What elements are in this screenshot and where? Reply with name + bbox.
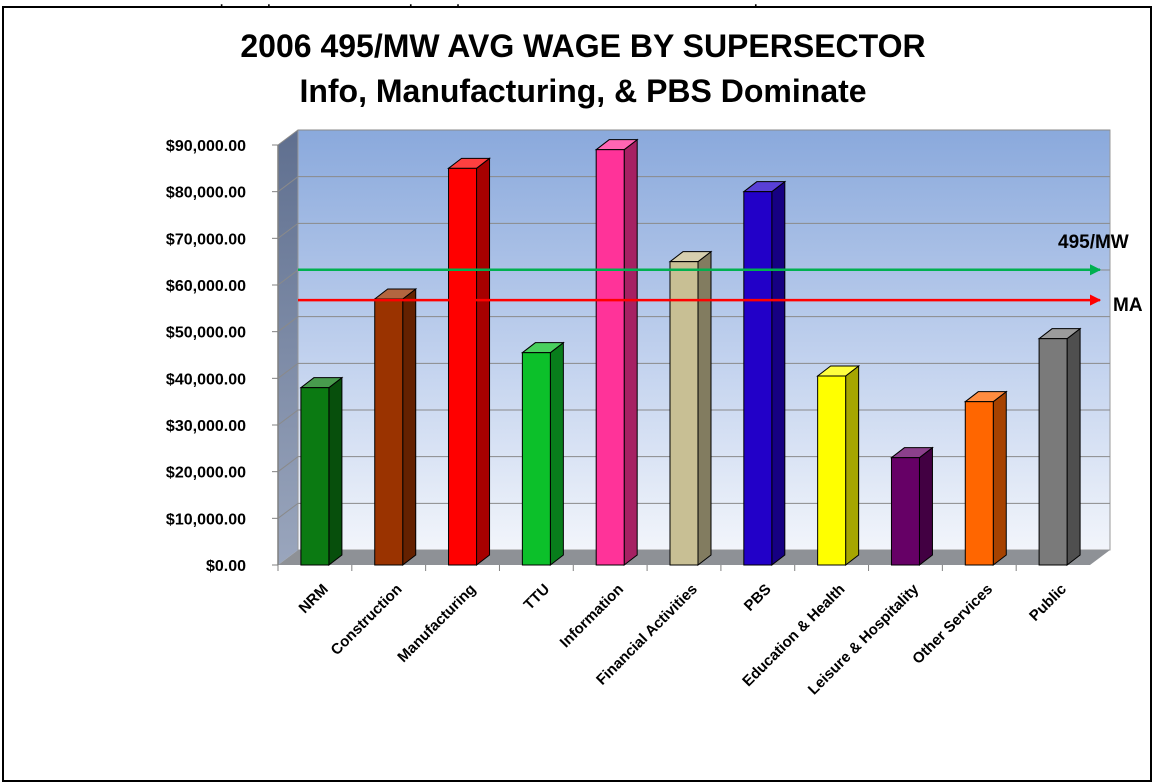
- y-tick-label: $20,000.00: [166, 465, 246, 482]
- top-cropped-text-content: ________________, ____, ______________, …: [68, 0, 943, 10]
- gridline: [277, 362, 1110, 379]
- bar-side: [402, 287, 417, 567]
- y-tick-label: $90,000.00: [166, 138, 246, 155]
- plot-side-wall: [278, 130, 298, 565]
- bar-front: [300, 387, 330, 566]
- reference-lines: 495/MW MA: [298, 232, 1143, 316]
- gridline: [277, 222, 1110, 239]
- x-tick-label: Construction: [328, 581, 406, 659]
- y-axis-ticks: $0.00 $10,000.00 $20,000.00 $30,000.00 $40,0…: [166, 138, 278, 575]
- bar-front: [595, 149, 625, 566]
- x-tick-label: Other Services: [909, 581, 996, 668]
- gridline: [277, 176, 1110, 193]
- bar-front: [1038, 338, 1068, 566]
- bar-side: [623, 138, 638, 567]
- bar-side: [1066, 327, 1081, 567]
- bar: [742, 180, 787, 567]
- bar-side: [328, 376, 343, 567]
- bar-side: [771, 180, 786, 567]
- bar: [889, 446, 934, 567]
- bar-front: [448, 167, 478, 566]
- y-tick-label: $50,000.00: [166, 325, 246, 342]
- x-tick-label: TTU: [521, 581, 554, 614]
- bar: [373, 287, 418, 567]
- bar-side: [918, 446, 933, 567]
- y-tick-label: $40,000.00: [166, 371, 246, 388]
- reference-line-label: MA: [1113, 295, 1143, 316]
- gridline: [277, 129, 1110, 146]
- bar-side: [992, 390, 1007, 567]
- chart-title: 2006 495/MW AVG WAGE BY SUPERSECTOR: [240, 28, 925, 64]
- x-tick-label: Information: [557, 581, 627, 651]
- bar-front: [743, 191, 773, 566]
- top-cropped-text: ________________, ____, ______________, …: [0, 0, 1154, 14]
- bar: [668, 250, 713, 567]
- reference-line-label: 495/MW: [1058, 232, 1129, 253]
- y-tick-label: $60,000.00: [166, 278, 246, 295]
- bars: [299, 138, 1082, 567]
- bar-side: [549, 341, 564, 567]
- bar: [816, 364, 861, 567]
- chart-subtitle: Info, Manufacturing, & PBS Dominate: [299, 73, 866, 109]
- bar-front: [521, 352, 551, 566]
- bar: [594, 138, 639, 567]
- bar: [447, 157, 492, 567]
- bar: [1037, 327, 1082, 567]
- x-tick-label: Public: [1026, 581, 1070, 625]
- bar: [520, 341, 565, 567]
- bar-side: [476, 157, 491, 567]
- bar-front: [669, 261, 699, 566]
- y-tick-label: $80,000.00: [166, 185, 246, 202]
- bar-front: [374, 298, 404, 566]
- bar-side: [845, 364, 860, 567]
- x-tick-label: PBS: [741, 581, 775, 615]
- bar-front: [964, 401, 994, 566]
- bar-front: [890, 457, 920, 566]
- y-tick-label: $10,000.00: [166, 511, 246, 528]
- bar: [963, 390, 1008, 567]
- x-tick-label: Manufacturing: [394, 581, 479, 666]
- y-tick-label: $30,000.00: [166, 418, 246, 435]
- bar: [299, 376, 344, 567]
- y-tick-label: $0.00: [206, 558, 246, 575]
- gridline: [277, 316, 1110, 333]
- y-tick-label: $70,000.00: [166, 231, 246, 248]
- bar-front: [817, 375, 847, 566]
- bar-side: [697, 250, 712, 567]
- x-tick-label: NRM: [296, 581, 332, 617]
